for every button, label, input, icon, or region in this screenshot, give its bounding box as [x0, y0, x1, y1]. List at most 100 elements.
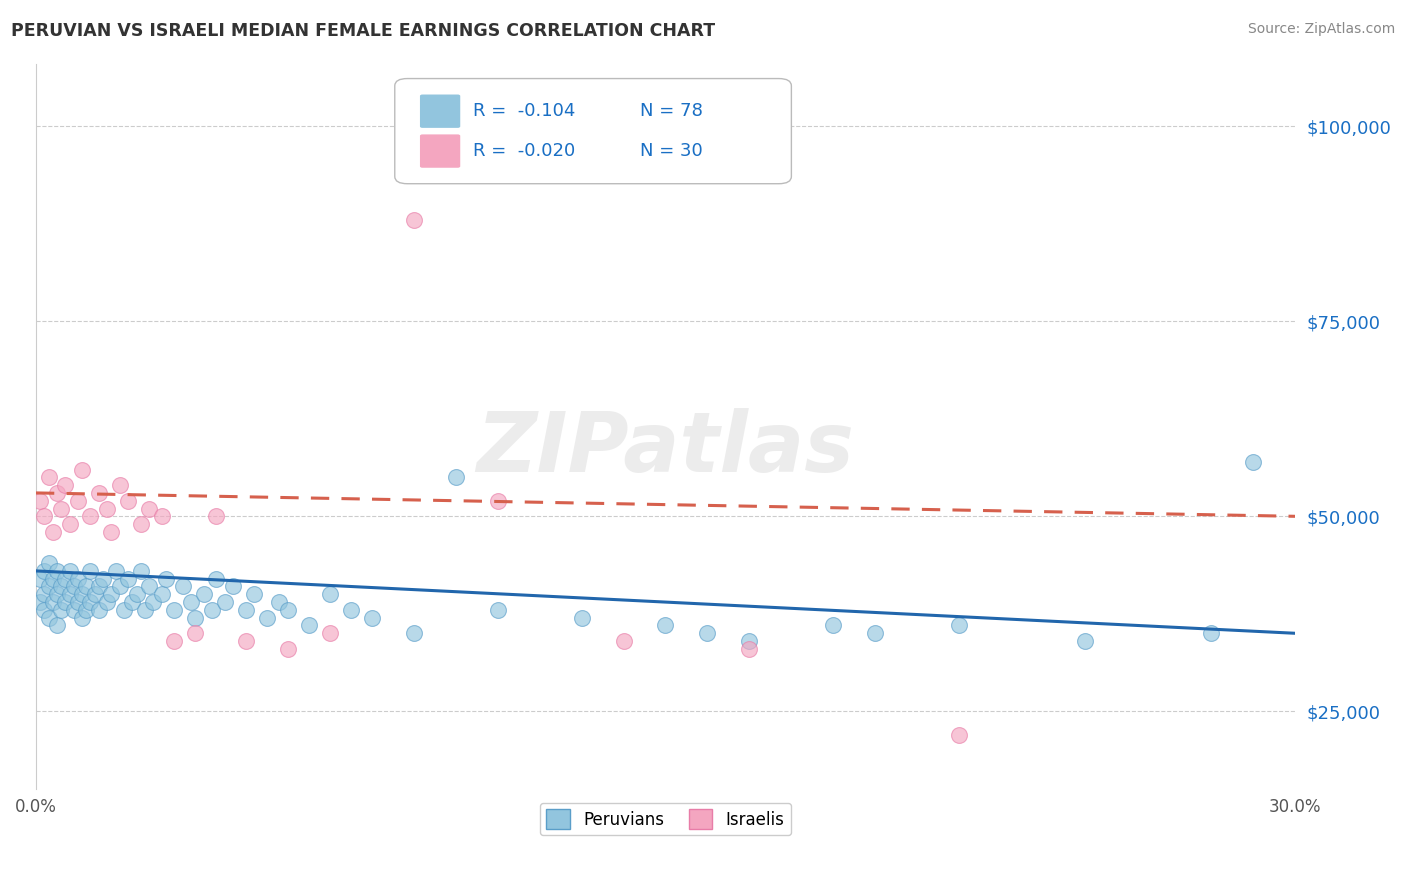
Point — [108, 579, 131, 593]
Point — [163, 603, 186, 617]
Text: Source: ZipAtlas.com: Source: ZipAtlas.com — [1247, 22, 1395, 37]
Point — [58, 587, 80, 601]
Point — [184, 610, 207, 624]
Point — [201, 603, 224, 617]
Point — [30, 595, 52, 609]
Point — [205, 509, 228, 524]
FancyBboxPatch shape — [420, 135, 460, 168]
Point — [243, 587, 266, 601]
Point — [38, 610, 60, 624]
Point — [83, 587, 105, 601]
Point — [49, 579, 72, 593]
Point — [155, 572, 177, 586]
Point — [58, 517, 80, 532]
Point — [70, 610, 93, 624]
Point — [205, 572, 228, 586]
Point — [53, 478, 76, 492]
Point — [91, 572, 114, 586]
Text: N = 78: N = 78 — [640, 103, 703, 120]
Point — [402, 626, 425, 640]
Point — [38, 470, 60, 484]
Point — [256, 610, 278, 624]
Point — [87, 486, 110, 500]
Text: R =  -0.104: R = -0.104 — [472, 103, 575, 120]
Point — [129, 517, 152, 532]
Point — [62, 579, 84, 593]
Point — [444, 470, 467, 484]
Point — [104, 564, 127, 578]
Point — [79, 564, 101, 578]
Point — [66, 572, 89, 586]
Text: PERUVIAN VS ISRAELI MEDIAN FEMALE EARNINGS CORRELATION CHART: PERUVIAN VS ISRAELI MEDIAN FEMALE EARNIN… — [11, 22, 716, 40]
FancyBboxPatch shape — [420, 95, 460, 128]
Point — [62, 603, 84, 617]
Point — [1241, 455, 1264, 469]
Text: N = 30: N = 30 — [640, 142, 703, 160]
Point — [360, 610, 382, 624]
Point — [45, 564, 67, 578]
Point — [214, 595, 236, 609]
Point — [30, 572, 52, 586]
Point — [180, 595, 202, 609]
Point — [49, 603, 72, 617]
Point — [34, 564, 56, 578]
Point — [70, 462, 93, 476]
Point — [121, 595, 143, 609]
Point — [948, 618, 970, 632]
Point — [319, 587, 342, 601]
Point — [42, 595, 65, 609]
Point — [49, 501, 72, 516]
Point — [193, 587, 215, 601]
Point — [34, 603, 56, 617]
Point — [79, 509, 101, 524]
Point — [738, 634, 761, 648]
Point — [45, 618, 67, 632]
Point — [948, 728, 970, 742]
Point — [34, 587, 56, 601]
Point — [402, 213, 425, 227]
Point — [696, 626, 718, 640]
Point — [654, 618, 676, 632]
Point — [865, 626, 887, 640]
Point — [138, 501, 160, 516]
Point — [117, 493, 139, 508]
Point — [222, 579, 245, 593]
Point — [96, 595, 118, 609]
Point — [184, 626, 207, 640]
Point — [738, 641, 761, 656]
Point — [66, 493, 89, 508]
Point — [163, 634, 186, 648]
Point — [87, 603, 110, 617]
Point — [30, 493, 52, 508]
Point — [58, 564, 80, 578]
Point — [129, 564, 152, 578]
Point — [38, 556, 60, 570]
Point — [75, 603, 97, 617]
Point — [319, 626, 342, 640]
Point — [53, 595, 76, 609]
Point — [38, 579, 60, 593]
Legend: Peruvians, Israelis: Peruvians, Israelis — [540, 803, 792, 835]
Point — [277, 603, 299, 617]
Point — [277, 641, 299, 656]
Point — [339, 603, 361, 617]
Point — [125, 587, 148, 601]
Point — [150, 587, 173, 601]
Point — [42, 524, 65, 539]
Point — [486, 493, 509, 508]
Point — [571, 610, 593, 624]
Point — [117, 572, 139, 586]
Point — [75, 579, 97, 593]
Point — [1074, 634, 1097, 648]
Point — [45, 486, 67, 500]
Point — [108, 478, 131, 492]
Point — [142, 595, 165, 609]
Point — [298, 618, 321, 632]
Point — [42, 572, 65, 586]
Point — [235, 634, 257, 648]
Point — [34, 509, 56, 524]
Text: ZIPatlas: ZIPatlas — [477, 408, 855, 489]
Point — [1199, 626, 1222, 640]
Point — [134, 603, 156, 617]
Point — [172, 579, 194, 593]
